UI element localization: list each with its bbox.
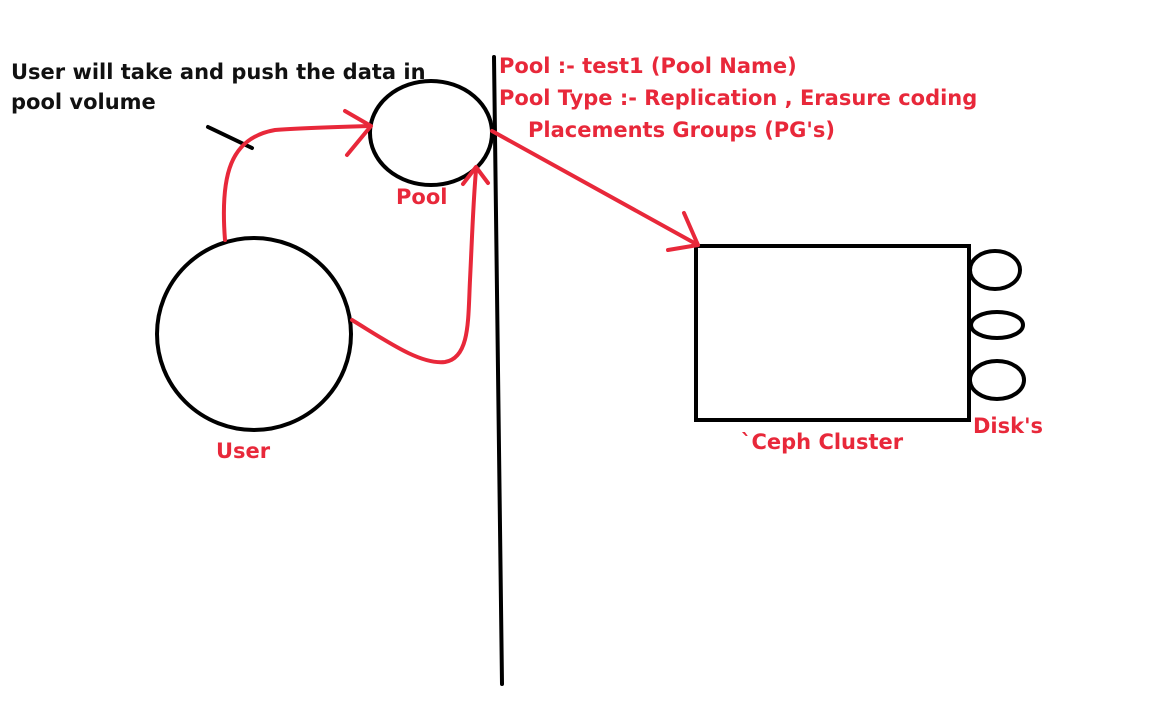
user-to-pool-arrow-bottom (350, 168, 478, 365)
pool-to-cluster-arrowhead (666, 211, 700, 252)
user-label: User (216, 439, 271, 463)
disk-1 (968, 249, 1022, 291)
ceph-cluster-box (694, 244, 971, 422)
pool-label: Pool (396, 185, 448, 209)
disk-3 (968, 359, 1026, 401)
note-line-2: pool volume (11, 90, 156, 114)
pool-info-line-3: Placements Groups (PG's) (528, 118, 835, 142)
disks-label: Disk's (973, 414, 1044, 438)
disk-2 (969, 310, 1025, 340)
pool-info-line-2: Pool Type :- Replication , Erasure codin… (499, 86, 978, 110)
pool-info-line-1: Pool :- test1 (Pool Name) (499, 54, 797, 78)
pool-to-cluster-arrow (490, 129, 700, 247)
user-to-pool-arrowhead-top (343, 109, 373, 157)
divider-line (492, 55, 504, 686)
user-to-pool-arrowhead-bottom (461, 165, 490, 186)
user-to-pool-arrow-top (221, 124, 372, 242)
ceph-cluster-label: `Ceph Cluster (741, 430, 904, 454)
user-circle (155, 236, 353, 432)
note-line-1: User will take and push the data in (11, 60, 426, 84)
